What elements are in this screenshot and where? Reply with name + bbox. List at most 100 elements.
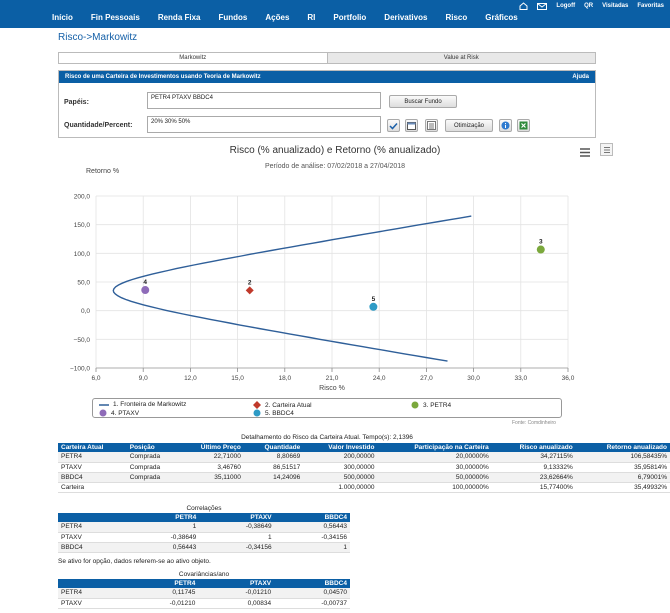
point-label-3: 3 [539,239,543,246]
table-cell: 106,58435% [575,452,670,463]
chart-subtitle: Período de análise: 07/02/2018 a 27/04/2… [264,163,406,170]
table-cell: PETR4 [58,588,123,599]
legend-item-petr4[interactable]: 3. PETR4 [411,401,451,409]
menu-fundos[interactable]: Fundos [218,13,248,22]
menu-portfolio[interactable]: Portfolio [333,13,367,22]
buscar-fundo-button[interactable]: Buscar Fundo [389,95,457,108]
legend-item-frontier[interactable]: 1. Fronteira de Markowitz [99,401,186,408]
table-cell: 200,00000 [303,452,378,463]
table-cell: -0,38649 [123,532,200,543]
chart-points: 2 3 4 5 [141,239,545,311]
table-row: BBDC4 Comprada 35,11000 14,24096 500,00000 50… [58,472,670,483]
papeis-input[interactable]: PETR4 PTAXV BBDC4 [147,92,381,109]
menu-acoes[interactable]: Ações [265,13,290,22]
table-cell: 0,00834 [198,598,275,609]
menu-ri[interactable]: RI [307,13,316,22]
chart-menu-icon[interactable] [580,148,590,157]
x-tick-label: 18,0 [278,375,291,382]
legend-item-ptaxv[interactable]: 4. PTAXV [99,409,139,417]
x-tick-label: 12,0 [184,375,197,382]
chart-grid [95,195,569,372]
table-cell: 8,80669 [243,452,304,463]
qr-link[interactable]: QR [584,3,594,9]
tab-markowitz[interactable]: Markowitz [59,53,328,63]
legend-diamond-swatch [253,401,261,409]
mail-icon[interactable] [537,2,548,10]
x-axis-label: Risco % [319,385,345,392]
x-tick-label: 15,0 [231,375,244,382]
logoff-link[interactable]: Logoff [556,3,576,9]
chart-credit: Fonte: Comdinheiro [512,420,556,426]
y-tick-label: 200,0 [74,194,91,201]
legend-label-bbdc4: 5. BBDC4 [265,409,294,417]
legend-item-bbdc4[interactable]: 5. BBDC4 [253,409,294,417]
table-header-row: PETR4 PTAXV BBDC4 [58,579,350,588]
info-icon[interactable] [499,119,512,132]
table-cell: -0,34156 [199,542,275,553]
table-cell: -0,38649 [199,522,275,533]
legend-circle-swatch [411,401,419,409]
legend-label-frontier: 1. Fronteira de Markowitz [113,401,187,408]
table-cell: 35,49932% [575,482,670,493]
menu-derivativos[interactable]: Derivativos [384,13,428,22]
table-header-cell: PTAXV [198,579,275,588]
table-row: PTAXV -0,01210 0,00834 -0,00737 [58,598,350,609]
list-icon[interactable] [425,119,438,132]
menu-renda-fixa[interactable]: Renda Fixa [157,13,201,22]
table-cell: 0,56443 [123,542,200,553]
x-tick-label: 33,0 [514,375,527,382]
table-row: PETR4 Comprada 22,71000 8,80669 200,00000 20,… [58,452,670,463]
point-marker-3 [536,245,545,254]
otimizacao-button[interactable]: Otimização [445,119,493,132]
menu-risco[interactable]: Risco [445,13,468,22]
point-marker-4 [141,286,150,295]
table-cell: 22,71000 [178,452,244,463]
excel-export-icon[interactable] [517,119,530,132]
confirm-check-icon[interactable] [387,119,400,132]
x-tick-label: 24,0 [373,375,386,382]
table-cell: Comprada [126,452,179,463]
y-tick-label: 0,0 [81,308,90,315]
table-cell: 0,56443 [274,522,350,533]
calendar-icon[interactable] [405,119,418,132]
table-cell: 9,13332% [491,462,576,473]
y-tick-label: −100,0 [70,366,90,373]
covariances-table: PETR4 PTAXV BBDC4 PETR4 0,11745 -0,01210 0,045… [58,579,350,609]
menu-inicio[interactable]: Início [52,13,73,22]
table-cell: Comprada [126,472,179,483]
chart-data-table-icon[interactable] [600,143,613,156]
markowitz-form-panel: Risco de uma Carteira de Investimentos u… [58,70,596,138]
table-header-cell [58,579,123,588]
quantidade-label: Quantidade/Percent: [64,122,133,129]
table-header-cell: Valor Investido [303,443,378,452]
legend-label-carteira: 2. Carteira Atual [265,401,312,409]
menu-fin-pessoais[interactable]: Fin Pessoais [90,13,140,22]
table-row: PETR4 0,11745 -0,01210 0,04570 [58,588,350,599]
visitadas-link[interactable]: Visitadas [602,3,629,9]
favoritas-link[interactable]: Favoritas [637,3,664,9]
table-header-cell: Participação na Carteira [377,443,492,452]
table-cell: -0,00737 [274,598,350,609]
table-cell: 35,11000 [178,472,244,483]
markowitz-frontier-line [112,215,472,362]
table-cell: -0,01210 [122,598,199,609]
table-header-cell: BBDC4 [274,579,350,588]
correlations-table: PETR4 PTAXV BBDC4 PETR4 1 -0,38649 0,56443 PTAX… [58,513,350,553]
home-icon[interactable] [518,2,528,10]
table-row: BBDC4 0,56443 -0,34156 1 [58,542,350,553]
legend-line-swatch [99,403,109,406]
table-cell: 300,00000 [303,462,378,473]
table-header-cell: Quantidade [243,443,304,452]
quantidade-input[interactable]: 20% 30% 50% [147,116,381,133]
table-cell: Carteira [58,482,127,493]
table-cell: 0,11745 [122,588,199,599]
tab-value-at-risk[interactable]: Value at Risk [327,53,595,63]
table-cell: PTAXV [58,462,127,473]
help-link[interactable]: Ajuda [572,74,589,80]
point-marker-5 [369,302,378,311]
table-cell: 1 [123,522,200,533]
point-label-5: 5 [372,296,376,303]
legend-item-carteira[interactable]: 2. Carteira Atual [253,401,312,409]
x-tick-label: 36,0 [562,375,575,382]
menu-graficos[interactable]: Gráficos [485,13,518,22]
